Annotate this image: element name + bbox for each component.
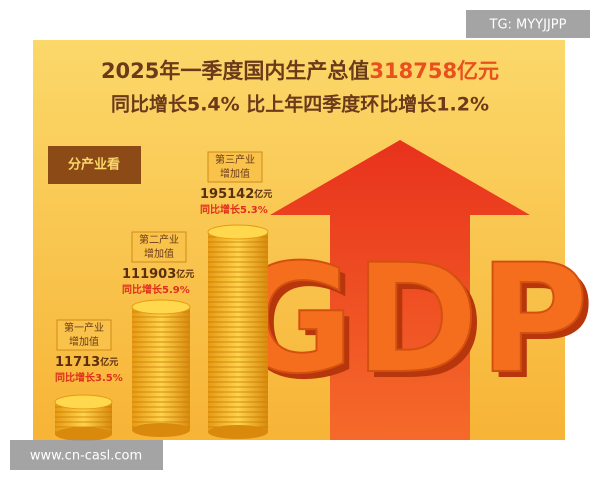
value-unit: 亿元 <box>100 356 118 368</box>
industry-growth: 同比增长5.9% <box>122 283 190 296</box>
coin-bottom <box>132 423 190 437</box>
value-number: 195142 <box>200 187 254 202</box>
industry-value: 111903亿元 <box>122 267 194 282</box>
headline-prefix: 2025年一季度国内生产总值 <box>101 59 369 83</box>
industry-value: 195142亿元 <box>200 187 272 202</box>
watermark-box <box>466 10 590 38</box>
tag: 分产业看 <box>68 157 120 173</box>
industry-name: 第三产业 <box>215 153 255 166</box>
value-number: 111903 <box>122 267 176 282</box>
headline-1: 2025年一季度国内生产总值318758亿元 <box>101 59 499 83</box>
value-unit: 亿元 <box>176 268 194 280</box>
tag-box <box>48 146 141 184</box>
coin-bottom <box>208 425 268 439</box>
watermark-top: TG: MYYJJPP <box>489 18 567 33</box>
coin-top <box>54 394 113 410</box>
watermark-box <box>10 440 163 470</box>
arrow <box>270 140 530 440</box>
value-unit: 亿元 <box>254 188 272 200</box>
industry-name: 增加值 <box>144 247 174 260</box>
industry-name: 增加值 <box>220 167 250 180</box>
headline-2: 同比增长5.4% 比上年四季度环比增长1.2% <box>111 93 489 116</box>
logo: GDP <box>231 233 589 407</box>
value-number: 11713 <box>55 355 100 370</box>
label-box <box>131 231 187 263</box>
coin-top <box>207 224 269 240</box>
industry-growth: 同比增长3.5% <box>55 371 123 384</box>
label-box <box>56 319 112 351</box>
industry-value: 11713亿元 <box>55 355 118 370</box>
industry-growth: 同比增长5.3% <box>200 203 268 216</box>
coin-body <box>132 307 190 430</box>
industry-name: 增加值 <box>69 335 99 348</box>
coin-stacks: 第一产业增加值11713亿元同比增长3.5%第二产业增加值111903亿元同比增… <box>54 151 272 441</box>
label-box <box>207 151 263 183</box>
industry-name: 第二产业 <box>139 233 179 246</box>
industry-name: 第一产业 <box>64 321 104 334</box>
watermark-bottom: www.cn-casl.com <box>30 449 142 464</box>
coin-bottom <box>55 427 112 441</box>
logo-shadow: GDP <box>237 239 595 413</box>
headline-value: 318758亿元 <box>369 59 499 83</box>
coin-top <box>131 299 191 315</box>
background <box>33 40 565 440</box>
